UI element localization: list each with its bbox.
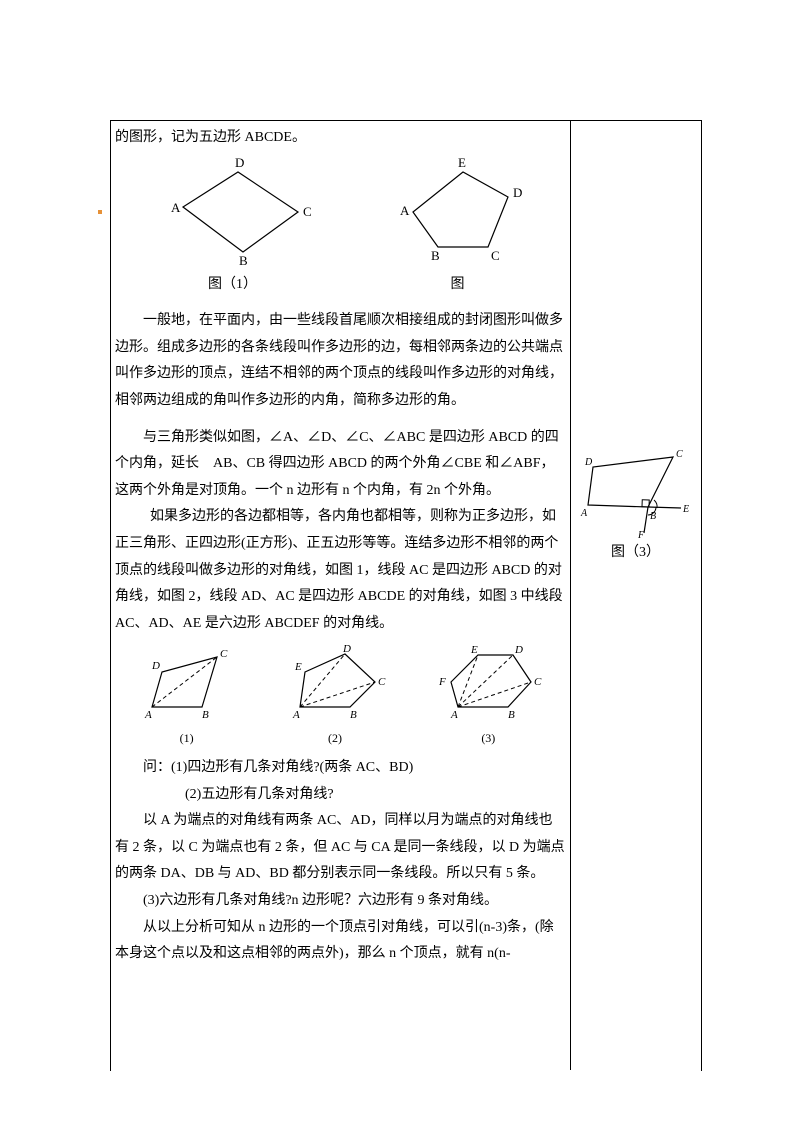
main-column: 的图形，记为五边形 ABCDE。 A D C B 图（1） A B C [115, 125, 565, 968]
vertex-d: D [513, 185, 522, 200]
quad-diagonal: A B C D [127, 642, 247, 727]
label-c: C [220, 648, 228, 660]
page: 的图形，记为五边形 ABCDE。 A D C B 图（1） A B C [0, 0, 800, 1132]
question-3: (3)六边形有几条对角线?n 边形呢？六边形有 9 条对角线。 [115, 888, 565, 915]
side-label-b: B [650, 511, 656, 522]
question-2: (2)五边形有几条对角线? [115, 782, 565, 809]
label-b: B [508, 709, 515, 721]
side-fig-caption: 图（3） [578, 540, 693, 567]
side-spacer [578, 125, 693, 445]
figure-1-caption: 图（1） [143, 272, 323, 299]
figure-2-caption: 图 [378, 272, 538, 299]
side-label-a: A [580, 508, 588, 519]
side-column: A B C D E F 图（3） [578, 125, 693, 567]
spacer [115, 415, 565, 425]
label-d: D [151, 660, 160, 672]
vertex-e: E [458, 155, 466, 170]
figure-1-block: A D C B 图（1） [143, 152, 323, 299]
quadrilateral-figure: A D C B [143, 152, 323, 272]
label-d: D [514, 644, 523, 656]
side-label-e: E [682, 504, 689, 515]
label-a: A [292, 709, 300, 721]
intro-text: 的图形，记为五边形 ABCDE。 [115, 125, 565, 152]
column-divider [570, 120, 571, 1070]
vertex-a: A [171, 200, 181, 215]
answer-3: 从以上分析可知从 n 边形的一个顶点引对角线，可以引(n-3)条，(除本身这个点… [115, 915, 565, 968]
diag-fig-3: A B C D E F (3) [423, 642, 553, 750]
hexagon-diagonal: A B C D E F [423, 642, 553, 727]
diag-fig-1: A B C D (1) [127, 642, 247, 750]
paragraph-1: 一般地，在平面内，由一些线段首尾顺次相接组成的封闭图形叫做多边形。组成多边形的各… [115, 308, 565, 414]
pentagon-diagonal: A B C D E [270, 642, 400, 727]
figure-2-block: A B C D E 图 [378, 152, 538, 299]
answer-2: 以 A 为端点的对角线有两条 AC、AD，同样以月为端点的对角线也有 2 条，以… [115, 808, 565, 888]
label-d: D [342, 643, 351, 655]
vertex-c: C [491, 248, 500, 263]
top-figures-row: A D C B 图（1） A B C D E 图 [115, 152, 565, 299]
vertex-c: C [303, 204, 312, 219]
diag-fig-2: A B C D E (2) [270, 642, 400, 750]
diagonal-figures-row: A B C D (1) A B C D E (2) [115, 642, 565, 750]
label-a: A [144, 709, 152, 721]
vertex-b: B [431, 248, 440, 263]
label-b: B [350, 709, 357, 721]
side-label-f: F [637, 530, 645, 540]
side-figure-3: A B C D E F [578, 445, 693, 540]
side-label-d: D [584, 457, 593, 468]
label-c: C [534, 676, 542, 688]
decorative-dot [98, 210, 102, 214]
label-e: E [294, 661, 302, 673]
pentagon-figure: A B C D E [378, 152, 538, 272]
label-b: B [202, 709, 209, 721]
diag-3-caption: (3) [423, 727, 553, 750]
label-e: E [470, 644, 478, 656]
diag-2-caption: (2) [270, 727, 400, 750]
label-a: A [450, 709, 458, 721]
diag-1-caption: (1) [127, 727, 247, 750]
question-1: 问：(1)四边形有几条对角线?(两条 AC、BD) [115, 755, 565, 782]
vertex-d: D [235, 155, 244, 170]
side-label-c: C [676, 449, 683, 460]
vertex-a: A [400, 203, 410, 218]
label-f: F [438, 676, 446, 688]
label-c: C [378, 676, 386, 688]
paragraph-2: 与三角形类似如图，∠A、∠D、∠C、∠ABC 是四边形 ABCD 的四个内角，延… [115, 425, 565, 505]
paragraph-3: 如果多边形的各边都相等，各内角也都相等，则称为正多边形，如正三角形、正四边形(正… [115, 504, 565, 637]
vertex-b: B [239, 253, 248, 268]
